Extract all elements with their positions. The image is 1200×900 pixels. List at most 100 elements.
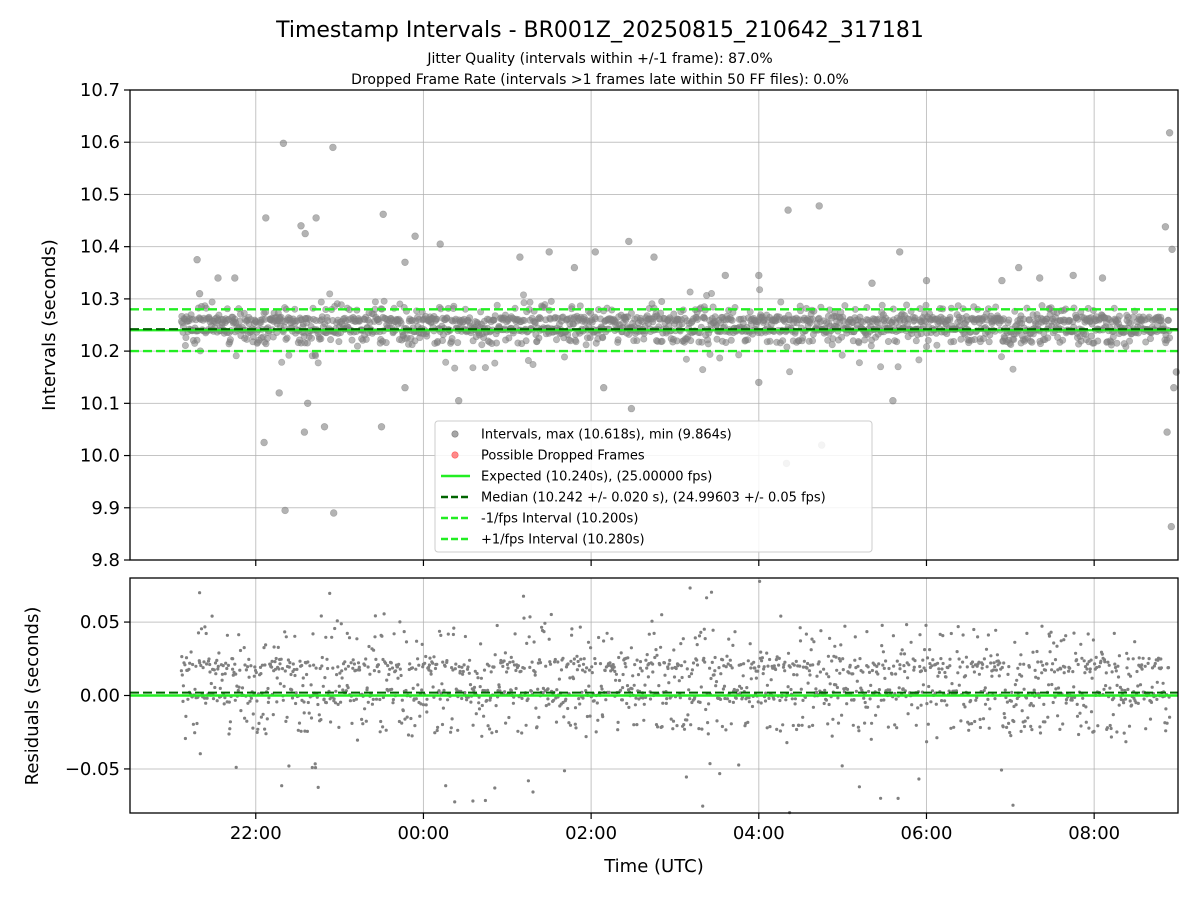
residual-point	[323, 676, 327, 680]
residual-point	[648, 697, 653, 701]
residual-point	[386, 664, 390, 668]
residual-point	[319, 718, 323, 722]
residual-point	[697, 727, 701, 731]
residual-point	[211, 697, 216, 701]
residual-point	[332, 697, 336, 701]
interval-point	[454, 339, 462, 347]
residual-point	[610, 637, 614, 641]
residual-point	[461, 672, 465, 676]
residual-point	[676, 663, 681, 667]
residual-point	[1039, 660, 1043, 664]
residual-point	[1031, 650, 1035, 654]
interval-point	[1044, 334, 1052, 342]
residual-point	[788, 665, 792, 669]
interval-point	[552, 336, 560, 344]
residual-point	[218, 686, 222, 691]
residual-point	[828, 682, 832, 686]
residual-point	[479, 642, 483, 646]
residual-point	[1002, 661, 1006, 665]
intervals-x-ticks	[255, 560, 1095, 566]
x-tick-label: 08:00	[1068, 823, 1120, 844]
residual-point	[547, 637, 551, 641]
interval-point	[478, 341, 486, 349]
residual-point	[358, 668, 362, 672]
residual-point	[398, 620, 402, 624]
residual-point	[1055, 644, 1059, 648]
residual-point	[472, 688, 476, 693]
residual-point	[283, 669, 287, 673]
residual-point	[208, 662, 212, 667]
residual-point	[389, 661, 393, 665]
residual-point	[505, 662, 510, 667]
residual-point	[1003, 716, 1007, 720]
residual-point	[608, 661, 612, 665]
residual-point	[326, 666, 330, 671]
residual-point	[891, 634, 896, 638]
residual-point	[867, 689, 871, 694]
residual-point	[247, 675, 251, 679]
residual-point	[1046, 715, 1050, 719]
interval-outlier-point	[377, 423, 386, 431]
residual-point	[961, 633, 965, 637]
residual-point	[690, 668, 695, 672]
residual-point	[823, 688, 827, 693]
residual-point	[1001, 725, 1005, 729]
interval-outlier-point	[214, 274, 222, 282]
interval-point	[1094, 337, 1102, 345]
residual-point	[970, 722, 974, 726]
residual-point	[240, 686, 245, 690]
residual-point	[473, 669, 477, 673]
residual-point	[922, 666, 926, 670]
residual-point	[1063, 665, 1067, 669]
residual-point	[967, 728, 971, 732]
residual-point	[352, 662, 356, 666]
residual-point	[1043, 668, 1048, 672]
residual-point	[685, 667, 689, 671]
residual-point	[1010, 690, 1014, 695]
residual-point	[702, 656, 706, 660]
residual-point	[313, 762, 317, 766]
interval-outlier-point	[1069, 271, 1077, 280]
residual-point	[360, 717, 364, 722]
residual-point	[537, 658, 542, 662]
residual-point	[568, 723, 573, 727]
residual-point	[573, 722, 577, 726]
residual-point	[336, 702, 340, 707]
residual-point	[594, 730, 598, 734]
residual-point	[370, 702, 374, 706]
residual-point	[890, 672, 894, 676]
residual-point	[576, 659, 580, 664]
residual-point	[546, 687, 550, 691]
residual-point	[948, 664, 952, 668]
residual-point	[367, 644, 371, 649]
residual-point	[440, 722, 445, 727]
residual-point	[278, 662, 282, 666]
residual-point	[687, 688, 691, 692]
residual-point	[620, 698, 625, 702]
interval-point	[524, 356, 532, 364]
residual-point	[632, 683, 636, 687]
interval-point	[522, 337, 530, 345]
residual-point	[697, 634, 702, 638]
residual-point	[817, 660, 821, 664]
residual-point	[856, 725, 861, 729]
residual-point	[297, 721, 302, 725]
residual-point	[466, 665, 470, 669]
residual-point	[660, 613, 664, 617]
residual-point	[926, 722, 930, 726]
interval-point	[735, 351, 743, 359]
interval-outlier-point	[320, 423, 329, 431]
residual-point	[290, 688, 294, 692]
residual-point	[363, 663, 367, 667]
residual-point	[894, 672, 898, 676]
residual-point	[884, 659, 888, 663]
residual-point	[1147, 657, 1151, 661]
residual-point	[451, 668, 455, 672]
residual-point	[1043, 720, 1047, 724]
residual-point	[936, 661, 940, 665]
residual-point	[252, 674, 256, 678]
residual-point	[273, 660, 277, 664]
residual-point	[1045, 662, 1049, 666]
residual-point	[352, 698, 356, 703]
residual-point	[504, 721, 508, 725]
